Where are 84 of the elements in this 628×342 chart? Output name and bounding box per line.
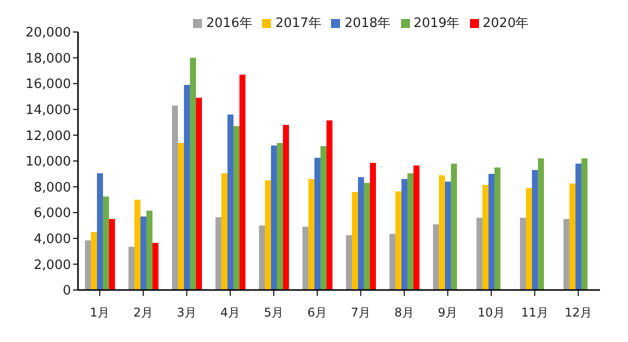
bar <box>581 158 588 290</box>
x-tick-label: 9月 <box>438 306 458 320</box>
bar <box>308 179 314 290</box>
bar <box>575 164 582 290</box>
bar <box>320 146 326 290</box>
bar <box>438 175 445 290</box>
bar <box>407 173 414 290</box>
bar <box>184 84 190 290</box>
x-tick-label: 3月 <box>176 306 197 320</box>
bar <box>395 191 402 290</box>
x-tick-label: 6月 <box>307 306 328 320</box>
bar <box>239 74 246 290</box>
legend-label: 2016年 <box>206 16 252 31</box>
bar <box>178 142 184 290</box>
bar <box>264 180 271 290</box>
y-tick-label: 20,000 <box>26 26 71 41</box>
bar <box>90 232 97 290</box>
y-tick-label: 0 <box>62 284 71 299</box>
bar <box>352 192 358 290</box>
legend-label: 2018年 <box>344 16 391 31</box>
y-tick-label: 8,000 <box>34 180 71 196</box>
legend-label: 2019年 <box>414 16 460 31</box>
y-tick-label: 2,000 <box>34 258 71 273</box>
bar <box>270 146 277 290</box>
bar <box>152 242 158 290</box>
bar <box>326 120 332 290</box>
bar <box>233 126 240 290</box>
bar <box>482 184 488 290</box>
bar <box>526 188 532 290</box>
y-tick-label: 6,000 <box>34 206 71 222</box>
bar <box>370 162 376 290</box>
bar <box>450 164 457 290</box>
bar <box>520 218 526 290</box>
bar <box>108 219 115 290</box>
x-tick-label: 2月 <box>133 306 154 320</box>
y-tick-label: 12,000 <box>26 128 71 144</box>
x-tick-label: 7月 <box>350 306 371 320</box>
y-tick-label: 4,000 <box>34 232 71 248</box>
bar <box>276 142 283 290</box>
y-tick-label: 18,000 <box>26 51 71 66</box>
bar <box>488 174 494 290</box>
bar <box>569 184 576 290</box>
bar <box>84 240 91 290</box>
bar <box>96 173 103 290</box>
bar <box>401 179 408 290</box>
bar <box>221 173 228 290</box>
x-tick-label: 12月 <box>564 306 592 320</box>
bar <box>346 235 352 290</box>
bar <box>134 200 140 290</box>
bar <box>282 124 289 290</box>
legend-label: 2017年 <box>275 16 322 31</box>
bar <box>358 177 364 290</box>
bar <box>532 170 538 290</box>
bar <box>302 226 308 290</box>
bar <box>432 224 439 290</box>
bar <box>494 167 500 290</box>
bar <box>146 210 152 290</box>
y-tick-label: 10,000 <box>26 154 71 170</box>
bar <box>538 158 544 290</box>
bar <box>172 106 178 290</box>
x-tick-label: 11月 <box>521 306 548 320</box>
y-tick-label: 16,000 <box>26 77 71 92</box>
bar <box>140 216 146 290</box>
bar <box>128 246 134 290</box>
x-tick-label: 5月 <box>264 306 284 320</box>
bar <box>196 98 202 290</box>
bar <box>476 218 482 290</box>
x-tick-label: 1月 <box>90 306 110 320</box>
x-tick-label: 8月 <box>394 306 414 320</box>
x-tick-label: 4月 <box>220 306 240 320</box>
bar <box>364 182 370 290</box>
x-tick-label: 10月 <box>478 306 505 320</box>
y-tick-label: 14,000 <box>26 103 71 118</box>
bar <box>215 217 222 290</box>
bar <box>444 182 451 290</box>
bar <box>563 219 570 290</box>
bar <box>314 158 320 290</box>
legend-label: 2020年 <box>482 16 529 31</box>
bar <box>227 114 234 290</box>
bar <box>413 166 420 290</box>
bar <box>389 234 396 290</box>
bar <box>258 226 265 290</box>
bar <box>102 196 109 290</box>
bar <box>190 58 196 290</box>
